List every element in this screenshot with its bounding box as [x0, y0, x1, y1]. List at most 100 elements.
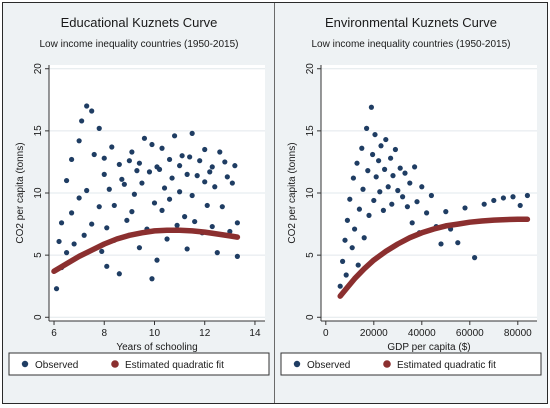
legend-box	[8, 352, 270, 376]
observed-point	[174, 222, 180, 228]
y-tick-label: 15	[305, 125, 316, 137]
observed-point	[164, 236, 170, 242]
chart-educational-kuznets: Educational Kuznets Curve Low income ineq…	[8, 15, 270, 376]
observed-point	[104, 225, 110, 231]
observed-point	[380, 207, 386, 213]
observed-point	[224, 174, 230, 180]
observed-point	[101, 155, 107, 161]
observed-point	[209, 164, 215, 170]
observed-point	[149, 141, 155, 148]
x-tick-label: 12	[199, 328, 211, 339]
observed-point	[397, 165, 403, 171]
y-tick-label: 10	[305, 187, 316, 199]
observed-point	[84, 103, 90, 109]
x-axis-label: Years of schooling	[116, 342, 197, 353]
observed-point	[139, 180, 145, 186]
observed-point	[355, 262, 361, 268]
x-tick-label: 10	[149, 328, 161, 339]
panel-educational-kuznets: Educational Kuznets Curve Low income ineq…	[3, 3, 275, 403]
y-axis-label: CO2 per capita (tonns)	[15, 142, 26, 243]
observed-point	[388, 155, 394, 161]
observed-point	[402, 170, 408, 176]
x-tick-label: 8	[101, 328, 107, 339]
observed-point	[368, 104, 374, 110]
observed-point	[79, 118, 85, 124]
observed-point	[161, 185, 168, 191]
observed-point	[340, 258, 346, 264]
observed-point	[202, 146, 208, 153]
observed-point	[377, 189, 383, 195]
observed-point	[134, 168, 140, 174]
observed-point	[182, 214, 188, 220]
observed-point	[109, 144, 115, 150]
panel-separator	[274, 3, 275, 403]
observed-point	[179, 153, 185, 159]
observed-point	[171, 133, 178, 139]
x-axis-label: GDP per capita ($)	[387, 342, 470, 353]
x-tick-label: 60000	[456, 328, 484, 339]
observed-point	[524, 192, 530, 199]
observed-point	[361, 235, 367, 241]
observed-point	[53, 286, 60, 292]
x-tick-label: 0	[323, 328, 329, 339]
observed-point	[209, 223, 215, 230]
observed-point	[76, 195, 82, 201]
observed-point	[106, 186, 112, 192]
observed-point	[462, 205, 468, 211]
observed-point	[207, 169, 213, 175]
y-tick-label: 10	[33, 187, 44, 199]
observed-point	[159, 207, 165, 213]
observed-point	[373, 174, 379, 180]
x-tick-label: 80000	[504, 328, 532, 339]
observed-point	[141, 135, 148, 141]
legend-box	[280, 352, 542, 376]
observed-point	[89, 108, 95, 114]
observed-point	[424, 210, 430, 216]
observed-point	[428, 192, 434, 199]
chart-title: Educational Kuznets Curve	[61, 15, 218, 30]
observed-point	[156, 166, 163, 172]
observed-point	[390, 173, 396, 179]
observed-point	[344, 217, 350, 223]
observed-point	[389, 201, 395, 207]
y-tick-label: 20	[33, 63, 44, 75]
x-tick-label: 6	[51, 328, 57, 339]
observed-point	[96, 204, 102, 210]
quadratic-fit-line	[51, 227, 241, 275]
observed-point	[234, 253, 240, 259]
observed-point	[400, 194, 406, 200]
observed-point	[376, 158, 382, 164]
observed-point	[189, 192, 195, 199]
observed-point	[187, 154, 193, 160]
observed-point	[136, 160, 143, 166]
observed-point	[395, 187, 401, 194]
observed-point	[412, 164, 418, 170]
observed-point	[510, 194, 516, 200]
observed-point	[356, 206, 362, 212]
observed-point	[222, 159, 228, 165]
observed-point	[202, 179, 208, 185]
observed-point	[119, 176, 125, 182]
observed-point	[177, 163, 183, 169]
chart-title: Environmental Kuznets Curve	[325, 15, 497, 30]
observed-point	[84, 187, 90, 194]
legend-observed-label: Observed	[307, 360, 350, 371]
legend-fit-label: Estimated quadratic fit	[125, 360, 224, 371]
observed-point	[99, 248, 105, 255]
legend: Observed Estimated quadratic fit	[8, 352, 270, 376]
observed-point	[124, 217, 130, 223]
chart-environmental-kuznets: Environmental Kuznets Curve Low income in…	[280, 15, 542, 376]
observed-point	[354, 160, 360, 166]
observed-point	[365, 168, 371, 174]
observed-point	[136, 245, 143, 251]
observed-point	[212, 184, 218, 190]
observed-point	[359, 145, 365, 151]
quadratic-fit-line	[337, 216, 531, 299]
observed-point	[217, 149, 223, 155]
observed-point	[91, 151, 97, 158]
x-tick-label: 14	[249, 328, 261, 339]
observed-point	[234, 220, 240, 226]
observed-point	[96, 125, 102, 131]
legend-fit-marker	[111, 360, 119, 368]
observed-point	[443, 209, 449, 215]
